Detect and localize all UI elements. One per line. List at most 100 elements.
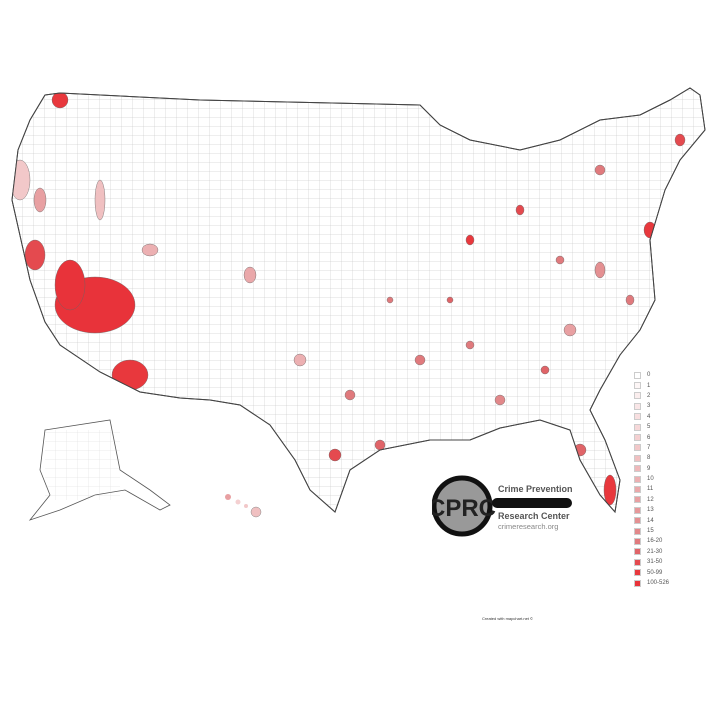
legend-label: 31-50 [647,559,663,566]
legend-item: 6 [634,432,669,442]
legend: 0 1 2 3 4 5 6 7 8 9 10 11 12 13 14 15 16-20 21-30 31-50 50-… [634,370,669,588]
legend-item: 0 [634,370,669,380]
county-highlight [293,353,307,367]
legend-item: 7 [634,443,669,453]
county-highlight [414,354,426,366]
county-highlight [465,234,475,246]
county-highlight [446,296,454,304]
legend-swatch [634,537,641,545]
county-highlight [594,164,606,176]
legend-label: 2 [647,392,651,399]
legend-swatch [634,444,641,452]
legend-item: 14 [634,515,669,525]
county-highlight [674,133,686,147]
county-highlight [243,266,257,284]
magnifier-icon: CPRC [432,475,572,537]
legend-item: 4 [634,412,669,422]
legend-swatch [634,434,641,442]
legend-label: 13 [647,507,654,514]
legend-item: 50-99 [634,567,669,577]
legend-label: 11 [647,486,654,493]
county-highlight [465,340,475,350]
legend-swatch [634,485,641,493]
county-highlight [603,474,617,506]
logo-line1: Crime Prevention [498,484,573,494]
county-highlight [328,448,342,462]
legend-label: 7 [647,444,651,451]
legend-swatch [634,569,641,577]
county-highlight [24,239,46,271]
county-highlight [141,243,159,257]
county-highlight [625,294,635,306]
svg-text:CPRC: CPRC [432,495,496,522]
legend-label: 21-30 [647,548,663,555]
legend-swatch [634,506,641,514]
legend-label: 14 [647,517,654,524]
county-highlight [494,394,506,406]
legend-label: 4 [647,413,651,420]
legend-swatch [634,548,641,556]
county-highlight [344,389,356,401]
county-highlight [94,179,106,221]
legend-label: 16-20 [647,538,663,545]
legend-item: 1 [634,380,669,390]
legend-item: 16-20 [634,536,669,546]
legend-label: 100-526 [647,580,670,586]
legend-item: 15 [634,526,669,536]
county-highlight [515,204,525,216]
county-highlight [563,323,577,337]
legend-swatch [634,382,641,390]
legend-item: 5 [634,422,669,432]
legend-item: 100-526 [634,578,669,588]
legend-item: 2 [634,391,669,401]
legend-swatch [634,517,641,525]
legend-label: 3 [647,403,651,410]
alaska [28,419,171,521]
legend-item: 3 [634,401,669,411]
legend-label: 15 [647,528,654,535]
legend-swatch [634,423,641,431]
county-highlight [225,405,235,415]
credit-text: Created with mapchart.net © [482,616,533,621]
legend-label: 9 [647,465,651,472]
legend-label: 10 [647,476,654,483]
legend-swatch [634,392,641,400]
legend-item: 9 [634,464,669,474]
county-highlight [540,365,550,375]
legend-label: 12 [647,496,654,503]
legend-swatch [634,413,641,421]
legend-swatch [634,402,641,410]
legend-label: 6 [647,434,651,441]
county-highlight [111,359,149,391]
legend-item: 21-30 [634,547,669,557]
county-highlight [386,296,394,304]
hawaii [225,494,262,518]
legend-swatch [634,465,641,473]
legend-label: 1 [647,382,651,389]
legend-label: 5 [647,424,651,431]
legend-label: 50-99 [647,569,663,576]
county-highlight [54,259,86,311]
legend-swatch [634,454,641,462]
cprc-logo: CPRC Crime Prevention Research Center cr… [432,474,592,544]
logo-url: crimeresearch.org [498,522,559,531]
legend-swatch [634,371,641,379]
legend-swatch [634,475,641,483]
county-highlight [594,261,606,279]
logo-line2: Research Center [498,511,570,521]
legend-item: 8 [634,453,669,463]
county-highlight [33,187,47,213]
county-highlight [374,439,386,451]
legend-swatch [634,496,641,504]
legend-label: 8 [647,455,651,462]
county-highlight [555,255,565,265]
county-highlight [51,91,69,109]
county-highlight [573,443,587,457]
legend-label: 0 [647,372,651,379]
legend-item: 11 [634,484,669,494]
legend-swatch [634,558,641,566]
legend-swatch [634,527,641,535]
legend-item: 31-50 [634,557,669,567]
